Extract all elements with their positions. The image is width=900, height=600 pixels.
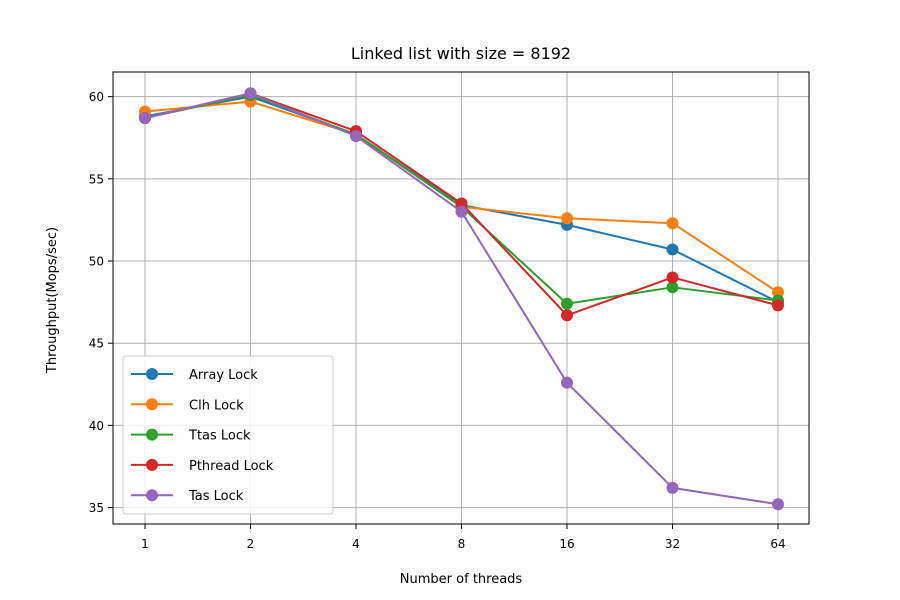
- legend-marker: [146, 428, 158, 441]
- legend-item-array-lock: Array Lock: [131, 368, 258, 383]
- x-tick-label: 32: [665, 537, 680, 551]
- y-tick-label: 55: [89, 172, 104, 186]
- data-point: [139, 112, 151, 125]
- x-tick-label: 16: [559, 537, 574, 551]
- y-tick-label: 60: [89, 90, 104, 104]
- y-axis-label: Throughput(Mops/sec): [45, 227, 60, 374]
- legend-item-pthread-lock: Pthread Lock: [131, 458, 274, 474]
- legend-box: [122, 355, 334, 515]
- y-tick-label: 45: [89, 337, 104, 351]
- legend-marker: [146, 489, 158, 502]
- x-tick-label: 64: [770, 537, 785, 551]
- data-point: [666, 217, 679, 230]
- data-point: [666, 481, 679, 494]
- x-tick-label: 1: [141, 537, 149, 551]
- y-tick-label: 50: [89, 255, 104, 269]
- legend-label: Tas Lock: [188, 489, 244, 504]
- x-tick-label: 8: [458, 537, 466, 551]
- data-point: [772, 299, 784, 312]
- data-point: [244, 87, 257, 100]
- data-point: [455, 205, 468, 218]
- data-point: [561, 212, 573, 225]
- data-point: [666, 271, 679, 284]
- legend-item-tas-lock: Tas Lock: [131, 489, 244, 504]
- data-point: [561, 376, 573, 389]
- data-point: [350, 130, 362, 143]
- legend-marker: [146, 458, 158, 471]
- x-tick-label: 4: [352, 537, 360, 551]
- data-point: [455, 197, 468, 210]
- y-axis-ticks: 35 40 45 50 55 60: [89, 90, 113, 515]
- series-layer: [139, 87, 784, 511]
- legend-label: Pthread Lock: [189, 459, 274, 474]
- legend-marker: [146, 398, 158, 411]
- y-tick-label: 35: [89, 501, 104, 515]
- data-point: [772, 498, 784, 511]
- series-tas-lock: [139, 87, 784, 511]
- chart-title: Linked list with size = 8192: [351, 44, 571, 63]
- legend-label: Array Lock: [189, 368, 258, 383]
- data-point: [666, 281, 679, 294]
- y-tick-label: 40: [89, 419, 104, 433]
- legend-item-clh-lock: Clh Lock: [131, 398, 244, 413]
- legend-label: Clh Lock: [189, 398, 244, 413]
- data-point: [561, 309, 573, 322]
- data-point: [772, 286, 784, 299]
- legend-item-ttas-lock: Ttas Lock: [131, 428, 251, 444]
- x-tick-label: 2: [247, 537, 255, 551]
- legend: Array Lock Clh Lock Ttas Lock Pthread Lock T…: [122, 355, 334, 515]
- x-axis-label: Number of threads: [400, 572, 523, 587]
- legend-marker: [146, 368, 158, 380]
- x-axis-ticks: 1 2 4 8 16 32 64: [141, 524, 786, 551]
- data-point: [666, 243, 679, 256]
- legend-label: Ttas Lock: [188, 429, 251, 444]
- data-point: [561, 297, 573, 310]
